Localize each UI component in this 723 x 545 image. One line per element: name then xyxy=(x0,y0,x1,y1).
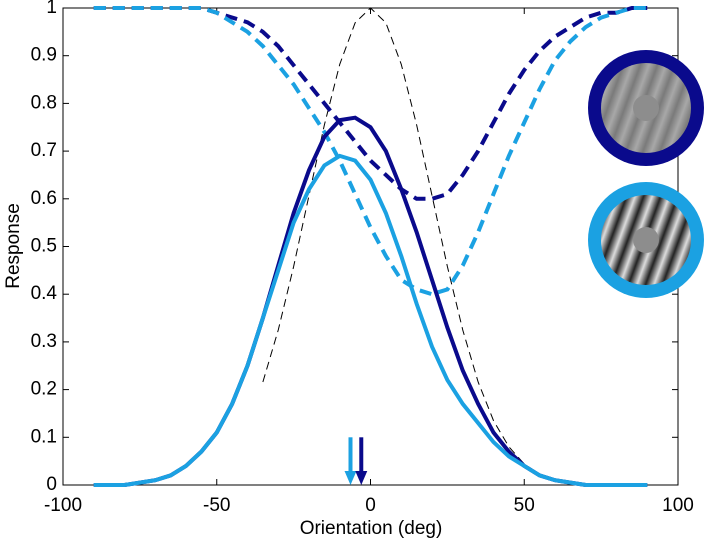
series-line xyxy=(93,115,648,487)
x-tick-label: 100 xyxy=(662,495,694,516)
y-tick-label: 0.5 xyxy=(31,236,57,257)
series-line xyxy=(93,6,648,297)
x-tick-label: 0 xyxy=(365,495,376,516)
y-axis-label: Response xyxy=(3,203,24,289)
y-tick-label: 0.3 xyxy=(31,331,57,352)
x-tick-label: -100 xyxy=(44,495,82,516)
y-tick-label: 0 xyxy=(46,474,57,495)
y-tick-label: 0.9 xyxy=(31,45,57,66)
y-tick-label: 1 xyxy=(46,0,57,18)
y-tick-label: 0.7 xyxy=(31,140,57,161)
y-tick-label: 0.6 xyxy=(31,188,57,209)
arrow-head xyxy=(355,471,368,485)
x-tick-label: 50 xyxy=(514,495,535,516)
series-line xyxy=(262,7,540,475)
y-tick-label: 0.1 xyxy=(31,426,57,447)
inset-stimulus-low-contrast xyxy=(588,50,704,166)
y-tick-label: 0.2 xyxy=(31,379,57,400)
y-tick-label: 0.4 xyxy=(31,283,58,304)
y-tick-label: 0.8 xyxy=(31,92,57,113)
series-line xyxy=(93,153,648,487)
x-axis-label: Orientation (deg) xyxy=(300,518,443,539)
inset-stimulus-high-contrast xyxy=(588,182,704,298)
series-line xyxy=(93,6,648,201)
x-tick-label: -50 xyxy=(203,495,230,516)
arrow-head xyxy=(344,471,357,485)
plot-area: 0 0.1 0.2 0.3 0.4 0.5 0.6 0.7 0.8 0.9 1 -100 -50 0 50 1… xyxy=(31,0,694,516)
axes-box xyxy=(62,7,679,486)
